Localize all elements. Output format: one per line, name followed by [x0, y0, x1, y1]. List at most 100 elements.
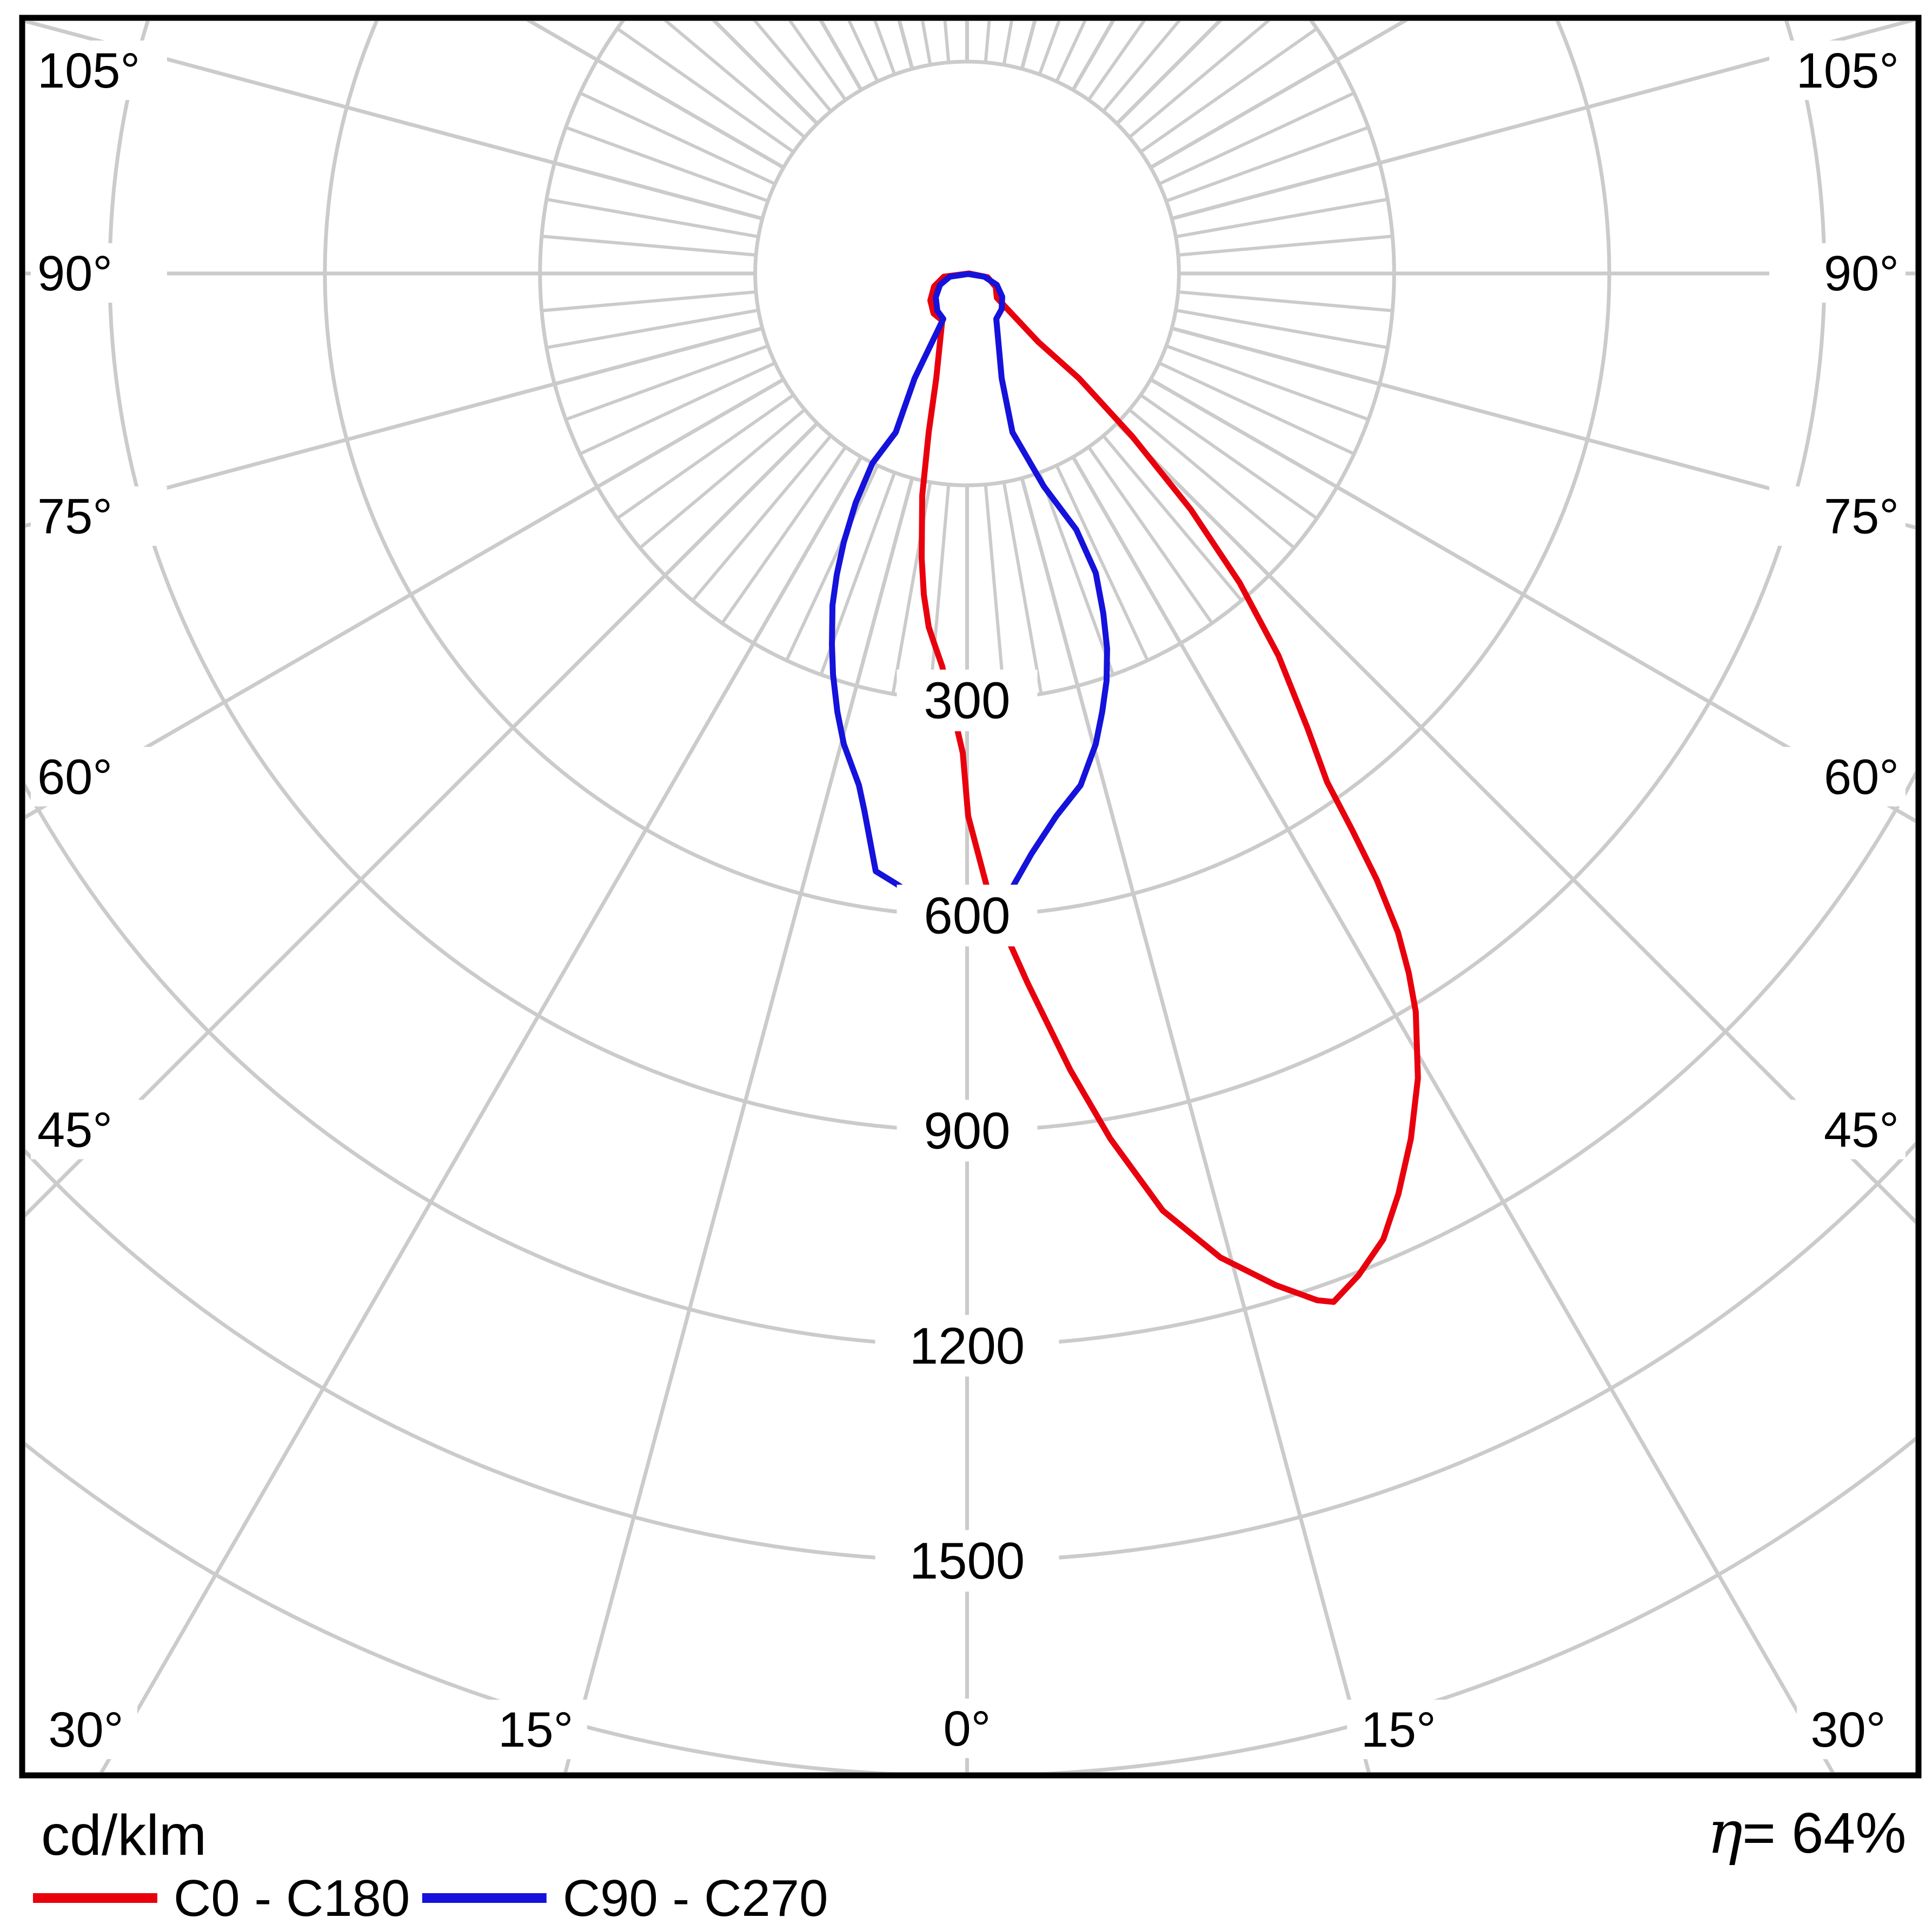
minor-spoke-85	[1178, 290, 1393, 312]
spoke-60	[1149, 377, 1915, 823]
spoke-345	[563, 477, 914, 1773]
minor-spoke-50	[1128, 408, 1295, 549]
radial-tick-label-1500: 1500	[909, 1532, 1025, 1590]
radial-label-box-1500	[875, 1530, 1059, 1592]
minor-spoke-5	[984, 484, 1006, 699]
minor-spoke-220	[753, 21, 832, 112]
angle-label-60°: 60°	[1823, 750, 1898, 805]
minor-spoke-35	[1087, 446, 1213, 624]
minor-spoke-355	[928, 484, 950, 699]
legend-label-c0-c180: C0 - C180	[173, 1869, 409, 1927]
angle-label-box	[30, 486, 167, 546]
spoke-195	[897, 21, 914, 70]
efficiency-value: = 64%	[1742, 1801, 1906, 1865]
minor-spoke-275	[541, 290, 756, 312]
angle-label-box	[30, 243, 167, 303]
minor-spoke-335	[785, 464, 879, 661]
minor-spoke-10	[1002, 482, 1043, 695]
spoke-165	[1020, 21, 1037, 70]
radial-tick-label-900: 900	[924, 1102, 1010, 1160]
angle-label-60°: 60°	[37, 750, 112, 805]
angle-label-0°: 0°	[943, 1701, 991, 1756]
angle-label-30°: 30°	[48, 1702, 123, 1757]
angle-label-box	[1769, 1100, 1906, 1160]
minor-spoke-155	[1054, 21, 1087, 82]
minor-spoke-130	[1128, 21, 1271, 139]
minor-spoke-125	[1139, 27, 1318, 154]
unit-label: cd/klm	[41, 1803, 206, 1867]
angle-label-15°: 15°	[498, 1702, 573, 1757]
minor-spoke-20	[1038, 472, 1114, 676]
efficiency-eta-symbol: η	[1707, 1797, 1743, 1867]
minor-spoke-215	[788, 21, 847, 101]
radial-label-box-300	[897, 669, 1037, 731]
minor-spoke-245	[579, 91, 776, 185]
minor-spoke-65	[1158, 361, 1355, 456]
minor-spoke-185	[943, 21, 950, 63]
minor-spoke-200	[873, 21, 896, 75]
spoke-105	[1171, 21, 1915, 221]
angle-label-box	[1769, 747, 1906, 807]
spoke-30	[1071, 456, 1835, 1773]
spoke-300	[25, 377, 785, 820]
minor-spoke-115	[1158, 91, 1355, 185]
minor-spoke-95	[1178, 235, 1393, 257]
c0-c180-curve	[918, 270, 1421, 1305]
angle-label-box	[1769, 40, 1906, 100]
radial-tick-label-1200: 1200	[909, 1317, 1025, 1375]
minor-spoke-25	[1054, 464, 1149, 661]
minor-spoke-80	[1175, 308, 1388, 349]
angle-label-box	[1769, 486, 1906, 546]
axis-labels: 300 600 900 1200 1500 105° 90° 75° 60° 45° 105° 90°…	[30, 40, 1906, 1760]
angle-label-box	[484, 1700, 587, 1760]
minor-spoke-40	[1101, 435, 1243, 602]
angle-label-90°: 90°	[37, 246, 112, 301]
angle-label-box	[34, 1700, 137, 1760]
angle-label-45°: 45°	[37, 1102, 112, 1157]
minor-spoke-325	[720, 446, 847, 624]
spoke-285	[25, 326, 763, 528]
minor-spoke-280	[546, 308, 759, 349]
spoke-75	[1171, 326, 1915, 530]
radial-label-box-600	[897, 884, 1037, 947]
radial-tick-label-300: 300	[924, 672, 1010, 730]
minor-spoke-230	[663, 21, 806, 139]
minor-spoke-310	[639, 408, 806, 549]
spoke-15	[1020, 477, 1371, 1773]
chart-border	[18, 15, 1922, 1779]
minor-spoke-70	[1165, 344, 1369, 421]
angle-label-75°: 75°	[1823, 489, 1898, 544]
angle-label-105°: 105°	[1796, 43, 1898, 98]
minor-spoke-260	[546, 197, 759, 238]
angle-label-box	[30, 1100, 167, 1160]
minor-spoke-305	[616, 394, 794, 520]
legend-label-c90-c270: C90 - C270	[562, 1869, 828, 1927]
minor-spoke-170	[1002, 21, 1013, 65]
angle-label-box	[1796, 1700, 1900, 1760]
angle-label-box	[30, 747, 167, 807]
minor-spoke-55	[1139, 394, 1318, 520]
angle-label-105°: 105°	[37, 43, 140, 98]
minor-spoke-100	[1175, 197, 1388, 238]
minor-spoke-190	[920, 21, 932, 65]
angle-label-45°: 45°	[1823, 1102, 1898, 1157]
angle-label-box	[1769, 243, 1906, 303]
angle-label-75°: 75°	[37, 489, 112, 544]
minor-spoke-160	[1038, 21, 1061, 75]
angle-label-box	[30, 40, 167, 100]
minor-spoke-205	[847, 21, 879, 82]
angle-label-box	[915, 1699, 1018, 1759]
angle-label-15°: 15°	[1360, 1702, 1436, 1757]
minor-spoke-145	[1087, 21, 1146, 101]
minor-spoke-320	[691, 435, 832, 602]
legend: C0 - C180 C90 - C270	[32, 1869, 828, 1927]
minor-spoke-250	[565, 125, 768, 203]
minor-spoke-140	[1101, 21, 1181, 112]
spoke-255	[25, 21, 763, 221]
radial-tick-label-600: 600	[924, 887, 1010, 945]
angle-label-30°: 30°	[1810, 1702, 1885, 1757]
minor-spoke-235	[616, 27, 794, 154]
